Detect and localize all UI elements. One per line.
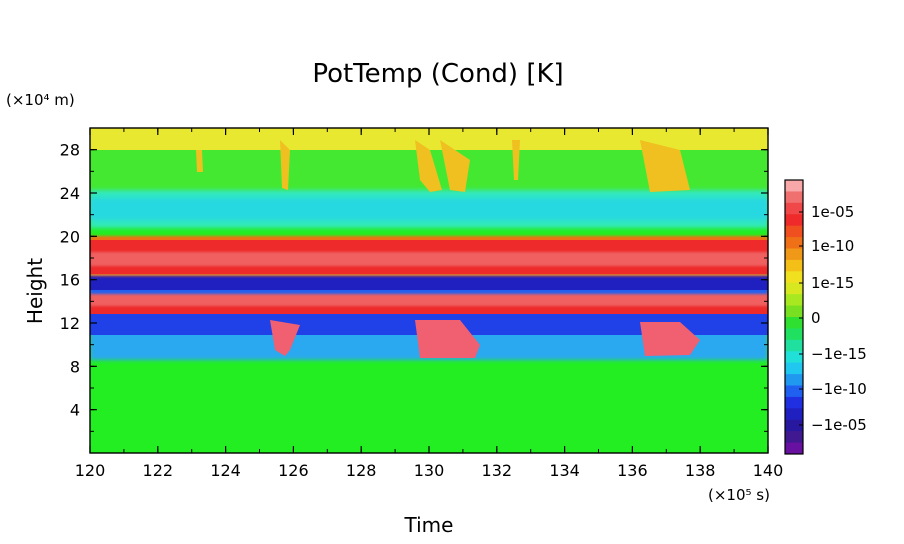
colorbar-swatch [785,317,803,329]
colorbar-swatch [785,237,803,249]
colorbar-swatch [785,339,803,352]
colorbar-swatch [785,351,803,364]
colorbar-swatch [785,442,803,455]
layer-mid-blue [90,276,768,290]
y-tick-label: 16 [60,271,80,290]
x-axis-label: Time [404,513,454,537]
layer-upper-red-mid [90,252,768,266]
colorbar-swatch [785,180,803,192]
colorbar-swatch [785,214,803,227]
colorbar-swatch [785,259,803,272]
colorbar-swatch [785,362,803,375]
x-tick-label: 120 [75,461,106,480]
colorbar-label: −1e-05 [811,416,867,434]
x-tick-label: 140 [753,461,784,480]
x-unit-label: (×10⁵ s) [708,486,770,504]
x-tick-label: 130 [414,461,445,480]
colorbar-swatch [785,294,803,307]
colorbar-frame [784,179,804,455]
colorbar-swatch [785,305,803,318]
colorbar-label: −1e-10 [811,380,867,398]
colorbar-swatch [785,271,803,284]
y-tick-label: 24 [60,184,80,203]
colorbar-swatch [785,419,803,432]
colorbar-swatch [785,282,803,295]
colorbar-swatch [785,396,803,409]
x-tick-label: 134 [549,461,580,480]
colorbar-swatch [785,202,803,215]
colorbar: 1e-05 1e-10 1e-15 0 −1e-15 −1e-10 −1e-05 [784,179,867,455]
y-tick-label: 8 [70,357,80,376]
colorbar-swatch [785,225,803,238]
y-tick-label: 4 [70,401,80,420]
colorbar-label: 0 [811,309,821,327]
y-tick-label: 28 [60,141,80,160]
colorbar-label: 1e-15 [811,274,854,292]
colorbar-label: −1e-15 [811,345,867,363]
y-axis-ticks: 4 8 12 16 20 24 28 [60,127,768,454]
heatmap-field [90,128,768,453]
y-tick-label: 12 [60,314,80,333]
x-tick-label: 122 [143,461,174,480]
x-tick-label: 128 [346,461,377,480]
x-tick-label: 136 [617,461,648,480]
layer-top-yellow [90,128,768,150]
colorbar-swatch [785,374,803,386]
chart-title: PotTemp (Cond) [K] [312,59,563,89]
colorbar-swatch [785,248,803,261]
x-tick-label: 132 [482,461,513,480]
layer-cyan-core [90,198,768,220]
colorbar-swatch [785,408,803,421]
colorbar-label: 1e-10 [811,237,854,255]
colorbar-swatch [785,191,803,204]
x-tick-label: 138 [685,461,716,480]
yellow-spikes [196,140,690,192]
colorbar-label: 1e-05 [811,203,854,221]
y-unit-label: (×10⁴ m) [6,91,75,109]
x-tick-label: 124 [210,461,241,480]
y-tick-label: 20 [60,227,80,246]
y-axis-label: Height [23,258,47,324]
colorbar-swatch [785,328,803,341]
x-tick-label: 126 [278,461,309,480]
pink-intrusions [270,320,700,358]
colorbar-swatch [785,431,803,444]
x-axis-ticks: 120 122 124 126 128 130 132 134 136 138 140 [75,128,784,480]
colorbar-swatch [785,385,803,398]
